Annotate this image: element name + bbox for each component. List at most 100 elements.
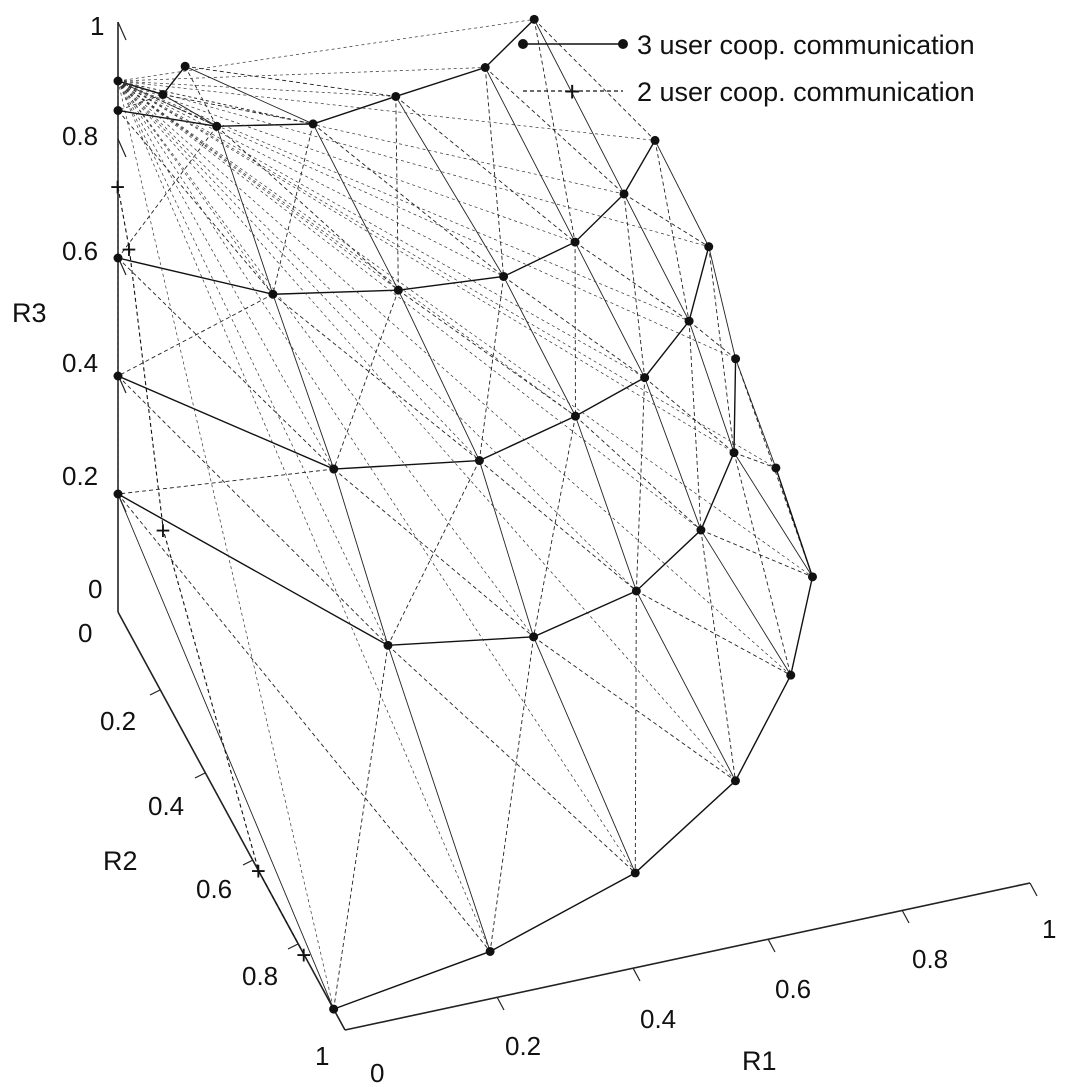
surface-data-point xyxy=(329,1004,339,1014)
y-tick-mark xyxy=(194,772,206,779)
x-tick-label: 0.2 xyxy=(505,1031,541,1061)
z-tick-label: 0 xyxy=(88,574,102,604)
surface-data-point xyxy=(212,121,222,131)
mesh-edge xyxy=(735,358,777,469)
mesh-edge xyxy=(216,126,274,295)
mesh-row-line xyxy=(117,358,737,647)
mesh-edge xyxy=(387,460,480,646)
z-tick-label: 1 xyxy=(90,11,104,41)
z-tick-label: 0.2 xyxy=(62,461,98,491)
mesh-fan-edge xyxy=(117,80,335,470)
mesh-fan-edge xyxy=(117,80,791,676)
mesh-edge xyxy=(272,293,480,461)
surface-data-point xyxy=(499,271,509,281)
mesh-fan-edge xyxy=(117,80,389,646)
mesh-fan-edge xyxy=(117,80,637,592)
mesh-edge xyxy=(117,375,389,646)
legend-marker-3user xyxy=(518,39,528,49)
mesh-edge xyxy=(333,468,389,646)
surface-data-point xyxy=(113,76,123,86)
mesh-edge xyxy=(312,123,399,291)
z-tick-label: 0.8 xyxy=(62,121,98,151)
z-tick-label: 0.6 xyxy=(62,236,98,266)
surface-data-point xyxy=(631,586,641,596)
surface-data-point xyxy=(113,253,123,263)
mesh-fan-edge xyxy=(117,80,396,97)
mesh-edge xyxy=(654,140,710,247)
series-2user-marker: + xyxy=(110,172,125,202)
mesh-edge xyxy=(117,293,274,377)
surface-data-point xyxy=(113,489,123,499)
mesh-edge xyxy=(489,636,535,952)
mesh-edge xyxy=(333,645,389,1010)
mesh-fan-edge xyxy=(117,80,656,141)
mesh-fan-edge xyxy=(117,80,736,360)
mesh-edge xyxy=(333,468,534,638)
surface-markers xyxy=(113,14,817,1014)
surface-data-point xyxy=(480,63,490,72)
z-tick-mark xyxy=(117,138,127,158)
surface-data-point xyxy=(630,868,640,878)
mesh-edge xyxy=(575,415,702,531)
mesh-edge xyxy=(484,67,505,277)
series-2user-marker: + xyxy=(155,515,170,545)
x-tick-label: 0 xyxy=(370,1058,384,1087)
mesh-edge xyxy=(533,19,656,141)
y-tick-label: 1 xyxy=(315,1041,329,1071)
mesh-edge xyxy=(395,96,576,243)
y-axis-line xyxy=(117,611,346,1031)
mesh-fan-edge xyxy=(117,80,274,295)
x-tick-mark xyxy=(901,909,910,924)
series-2user-line xyxy=(117,187,305,956)
legend: 3 user coop. communication + 2 user coop… xyxy=(518,30,975,107)
y-tick-mark xyxy=(287,943,299,950)
mesh-edge xyxy=(644,377,702,531)
y-tick-mark xyxy=(149,689,161,696)
x-axis-line xyxy=(344,882,1031,1031)
mesh-edge xyxy=(117,257,335,470)
y-tick-label: 0.8 xyxy=(242,961,278,991)
surface-data-point xyxy=(771,463,781,473)
y-tick-label: 0.6 xyxy=(196,874,232,904)
mesh-fan-edge xyxy=(117,80,735,453)
surface-data-point xyxy=(180,61,190,71)
mesh-edge xyxy=(688,321,702,531)
legend-label-3user: 3 user coop. communication xyxy=(637,30,975,60)
surface-data-point xyxy=(640,373,650,383)
mesh-edge xyxy=(623,193,690,322)
surface-data-point xyxy=(729,448,739,458)
mesh-edge xyxy=(479,460,637,592)
mesh-edge xyxy=(398,289,576,417)
series-2user-marker: + xyxy=(121,234,136,264)
mesh-edge xyxy=(503,276,576,417)
z-ticks: 1 0.8 0.6 0.4 0.2 0 R3 xyxy=(12,11,127,604)
mesh-edge xyxy=(503,276,645,378)
x-tick-label: 1 xyxy=(1042,914,1056,944)
mesh-edge xyxy=(635,377,646,591)
surface-data-point xyxy=(393,285,403,295)
mesh-edge xyxy=(312,123,504,277)
mesh-edge xyxy=(272,294,335,470)
mesh-edge xyxy=(533,416,576,637)
surface-data-point xyxy=(704,242,714,252)
x-tick-mark xyxy=(496,996,505,1011)
mesh-edge xyxy=(733,452,777,469)
x-tick-label: 0.8 xyxy=(912,944,948,974)
mesh-fan-edge xyxy=(117,80,702,531)
z-tick-mark xyxy=(117,21,127,41)
surface-data-point xyxy=(696,525,706,535)
mesh-edge xyxy=(533,636,636,874)
mesh-edge xyxy=(395,96,399,291)
legend-marker-3user xyxy=(618,39,628,49)
mesh-edge xyxy=(644,377,735,453)
surface-data-point xyxy=(529,14,539,24)
x-tick-mark xyxy=(632,967,641,982)
mesh-edge xyxy=(117,110,274,295)
surface-data-point xyxy=(570,411,580,421)
mesh-edge xyxy=(634,590,637,873)
mesh-edge xyxy=(117,493,491,952)
x-tick-mark xyxy=(767,938,776,953)
mesh-edge xyxy=(623,193,646,378)
mesh-edge xyxy=(654,140,690,322)
mesh-edge xyxy=(688,320,736,360)
